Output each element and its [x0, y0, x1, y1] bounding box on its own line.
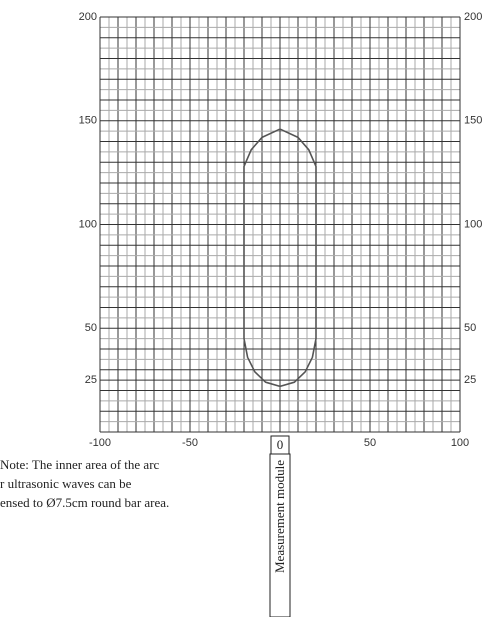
- module-label: Measurement module: [272, 460, 287, 573]
- area-outline: [243, 128, 317, 388]
- y-tick-label: 25: [464, 374, 476, 386]
- module-box: [269, 453, 291, 617]
- note-line: ensed to Ø7.5cm round bar area.: [0, 495, 169, 510]
- x-tick-label: -50: [182, 437, 198, 449]
- x-tick-label: 100: [451, 437, 469, 449]
- y-tick-label: 50: [85, 322, 97, 334]
- y-tick-label: 150: [79, 115, 97, 127]
- x-tick-label: 50: [364, 437, 376, 449]
- y-tick-label: 25: [85, 374, 97, 386]
- y-tick-label: 50: [464, 322, 476, 334]
- y-tick-label: 150: [464, 115, 482, 127]
- note-line: Note: The inner area of the arc: [0, 457, 160, 472]
- y-tick-label: 100: [464, 218, 482, 230]
- x-tick-label: -100: [89, 437, 111, 449]
- y-tick-label: 100: [79, 218, 97, 230]
- y-tick-label: 200: [464, 11, 482, 23]
- x-tick-label: 0: [277, 437, 284, 452]
- note-line: r ultrasonic waves can be: [0, 476, 132, 491]
- y-tick-label: 200: [79, 11, 97, 23]
